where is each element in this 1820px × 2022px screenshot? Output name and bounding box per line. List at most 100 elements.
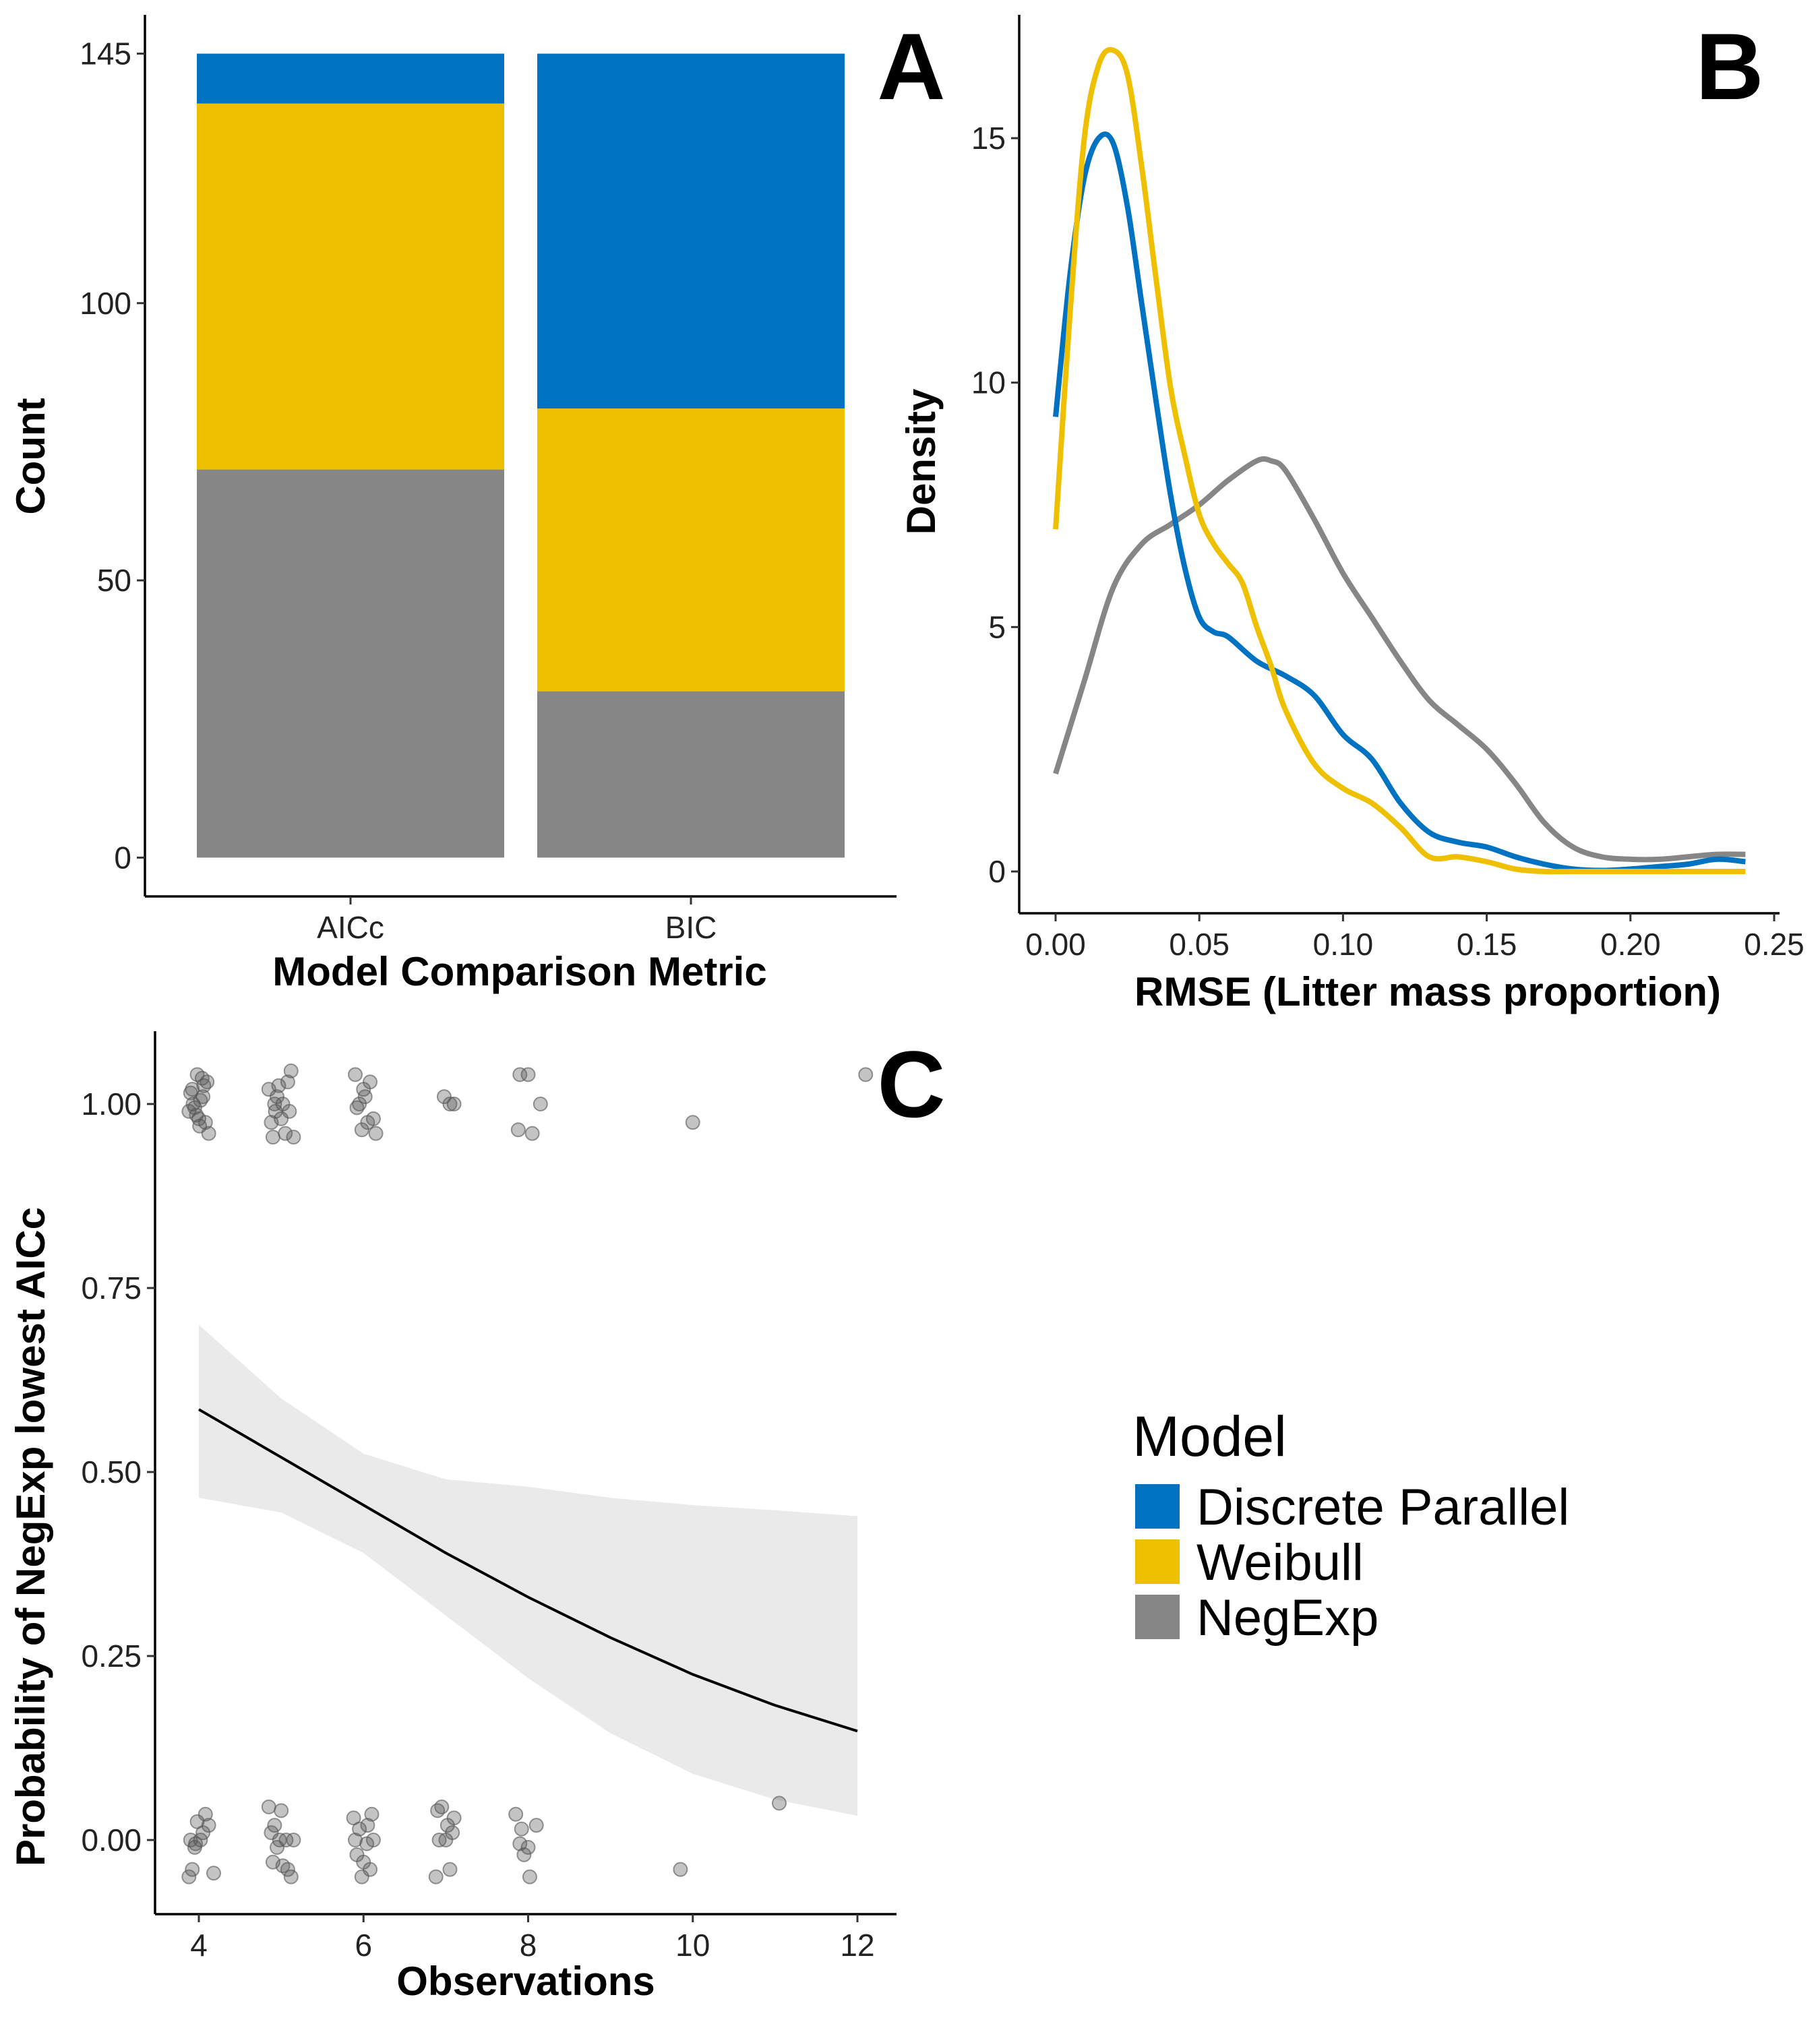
data-point [364,1806,380,1822]
data-point [533,1097,548,1111]
data-point [528,1818,544,1833]
panel-a-x-axis-title: Model Comparison Metric [272,949,766,994]
panel-b-x-tick-label: 0.00 [1025,927,1086,962]
data-point [268,1103,283,1119]
data-point [522,1869,537,1885]
panel-b-density-lines [1053,47,1746,875]
data-point [261,1799,276,1814]
data-point [189,1107,204,1123]
panel-b-label: B [1695,13,1763,119]
bar-discrete-parallel-bic [537,53,845,409]
data-point [348,1833,363,1847]
data-point [520,1839,536,1855]
data-point [206,1866,221,1881]
data-point [510,1122,526,1138]
density-line-discrete-parallel [1053,131,1746,874]
data-point [360,1818,375,1833]
panel-b-y-tick-label: 0 [988,854,1006,889]
data-point [520,1067,536,1082]
data-point [283,1869,299,1885]
data-point [438,1833,454,1847]
data-point [181,1869,197,1885]
panel-a-bars [197,53,845,858]
legend-title: Model [1132,1405,1287,1468]
legend-label-negexp: NegExp [1196,1589,1378,1647]
panel-b-y-tick-label: 5 [988,609,1006,644]
data-point [286,1130,301,1145]
panel-a-y-tick-label: 0 [114,840,131,875]
legend-swatch-discrete-parallel [1135,1484,1180,1529]
data-point [193,1093,208,1108]
panel-a-y-axis-title: Count [8,398,53,514]
density-line-negexp [1053,456,1746,863]
legend-label-discrete-parallel: Discrete Parallel [1196,1479,1569,1536]
data-point [673,1862,688,1877]
data-point [264,1115,279,1130]
panel-c-label: C [877,1031,945,1137]
panel-a-y-tick-label: 100 [80,286,131,321]
panel-c-y-axis-title: Probability of NegExp lowest AICc [8,1207,53,1866]
panel-c-fit-line [198,1408,858,1733]
data-point [368,1126,384,1141]
data-point [201,1818,216,1833]
data-point [442,1862,458,1877]
data-point [348,1067,363,1082]
density-line-weibull [1053,47,1746,875]
panel-b-axes: 0 5 10 15 0.00 0.05 0.10 0.15 0.20 0.25 [971,15,1804,962]
panel-b-x-tick-label: 0.25 [1744,927,1804,962]
data-point [514,1821,529,1837]
panel-c-y-tick-label: 0.25 [81,1638,142,1674]
bar-weibull-aicc [197,103,504,470]
data-point [360,1115,375,1130]
panel-c-points [181,1063,874,1885]
data-point [278,1126,293,1141]
data-point [354,1122,369,1138]
data-point [195,1825,211,1841]
panel-a-x-tick-label: AICc [317,910,384,945]
panel-a-axes: 0 50 100 145 AICc BIC [80,15,897,945]
data-point [264,1825,279,1841]
data-point [442,1097,458,1111]
data-point [286,1833,301,1847]
data-point [265,1130,280,1145]
data-point [354,1869,369,1885]
panel-b-y-tick-label: 15 [971,121,1006,156]
panel-b-x-tick-label: 0.05 [1169,927,1230,962]
panel-a-x-tick-label: BIC [665,910,717,945]
data-point [357,1089,373,1105]
panel-b-x-tick-label: 0.10 [1313,927,1374,962]
data-point [185,1862,200,1877]
data-point [274,1803,289,1818]
data-point [185,1097,201,1111]
data-point [524,1126,540,1141]
panel-b-x-axis-title: RMSE (Litter mass proportion) [1134,969,1721,1014]
panel-c-confidence-band [199,1324,857,1816]
data-point [188,1836,204,1851]
data-point [436,1089,452,1105]
bar-weibull-bic [537,408,845,692]
data-point [280,1862,295,1877]
data-point [282,1103,297,1119]
bar-negexp-aicc [197,469,504,858]
panel-b-y-axis-title: Density [899,388,944,534]
panel-c-x-tick-label: 8 [520,1928,537,1963]
data-point [349,1100,365,1115]
legend-swatch-negexp [1135,1595,1180,1639]
data-point [359,1836,375,1851]
panel-c-axes: 0.00 0.25 0.50 0.75 1.00 4 6 8 10 12 [81,1031,897,1963]
data-point [352,1821,367,1837]
panel-a-y-tick-label: 50 [97,563,131,598]
data-point [446,1097,462,1111]
legend-swatch-weibull [1135,1539,1180,1584]
legend-label-weibull: Weibull [1196,1534,1364,1591]
bar-negexp-bic [537,691,845,858]
data-point [270,1089,285,1105]
data-point [512,1067,528,1082]
panel-c-y-tick-label: 0.50 [81,1454,142,1490]
data-point [512,1836,528,1851]
data-point [428,1869,444,1885]
panel-b-density-chart: 0 5 10 15 0.00 0.05 0.10 0.15 0.20 0.25 RMSE (Lit… [899,13,1804,1014]
data-point [280,1074,295,1090]
data-point [516,1847,532,1862]
